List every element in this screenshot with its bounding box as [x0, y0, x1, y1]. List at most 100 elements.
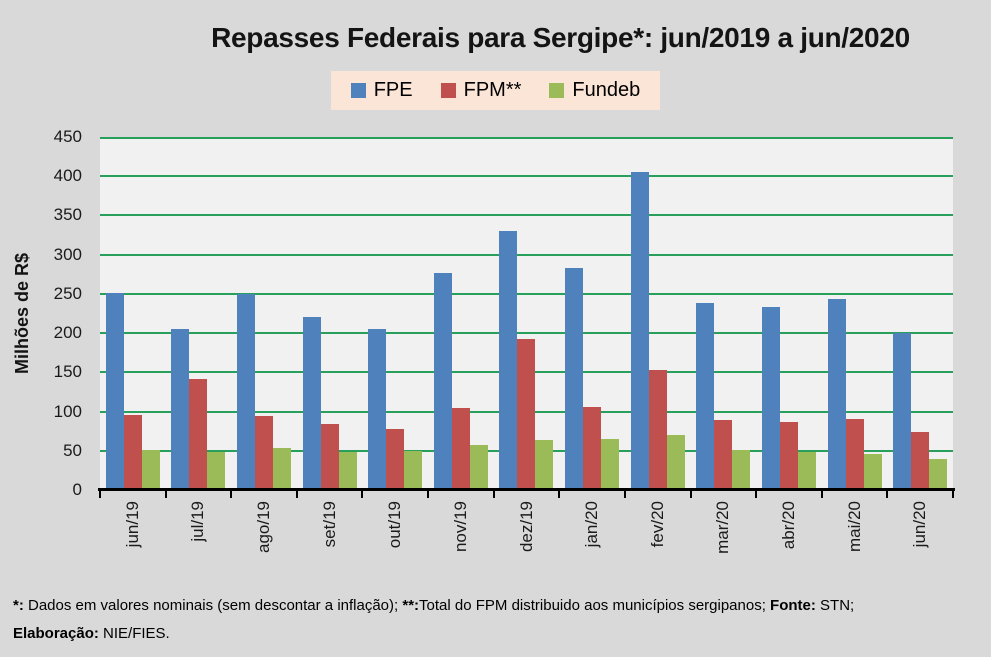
bar-group-set-19 [297, 137, 363, 490]
x-axis-label-text: set/19 [320, 501, 339, 548]
x-axis-label-text: ago/19 [254, 501, 273, 553]
y-tick-label-450: 450 [53, 127, 82, 146]
bar-group-jan-20 [559, 137, 625, 490]
footnote-segment: NIE/FIES. [98, 624, 170, 642]
bar-fpm-jan-20 [583, 407, 602, 490]
bar-fpm-nov-19 [451, 408, 470, 490]
bar-fundeb-mai-20 [863, 454, 882, 490]
gridline-250 [100, 293, 953, 295]
bar-fpe-set-19 [302, 317, 321, 490]
x-tick-mark [361, 488, 363, 498]
gridline-300 [100, 254, 953, 256]
bar-group-ago-19 [231, 137, 297, 490]
gridline-400 [100, 175, 953, 177]
x-axis-label-text: fev/20 [648, 501, 667, 548]
bar-fpe-dez-19 [499, 231, 518, 490]
x-axis-label-jun-20: jun/20 [880, 501, 960, 593]
bar-fpm-abr-20 [779, 422, 798, 490]
y-tick-label-250: 250 [53, 283, 82, 303]
y-tick-label-50: 50 [63, 440, 82, 460]
bar-group-jul-19 [166, 137, 232, 490]
legend-swatch-icon [350, 83, 366, 98]
x-axis-label-text: nov/19 [451, 501, 470, 553]
x-tick-mark [296, 488, 298, 498]
bar-fpm-mai-20 [845, 419, 864, 490]
x-axis-label-text: abr/20 [779, 501, 798, 550]
x-tick-mark [99, 488, 101, 498]
gridline-200 [100, 332, 953, 334]
bar-fundeb-out-19 [404, 451, 423, 490]
y-tick-label-150: 150 [53, 362, 82, 382]
legend-swatch-icon [549, 83, 565, 98]
bar-fpe-fev-20 [630, 172, 649, 490]
legend-item-fpe: FPE [350, 79, 413, 102]
bar-fundeb-fev-20 [666, 435, 685, 490]
bar-fpm-ago-19 [255, 416, 274, 490]
bar-group-fev-20 [625, 137, 691, 490]
plot-area [100, 137, 953, 490]
bar-fundeb-mar-20 [732, 450, 751, 490]
x-tick-mark [886, 488, 888, 498]
x-tick-mark [558, 488, 560, 498]
bar-fpe-mar-20 [696, 303, 715, 490]
legend-label: FPM** [463, 79, 522, 101]
x-tick-mark [755, 488, 757, 498]
legend-item-fundeb: Fundeb [549, 79, 640, 102]
bar-fundeb-abr-20 [797, 452, 816, 490]
bar-fpm-mar-20 [714, 420, 733, 490]
bar-fundeb-jul-19 [207, 452, 226, 490]
footnote-segment: STN; [815, 597, 855, 614]
y-tick-label-100: 100 [53, 401, 82, 421]
bar-group-jun-19 [100, 137, 166, 490]
bar-fpe-jun-20 [893, 333, 912, 490]
footnote-segment: Fonte: [770, 597, 816, 614]
bar-group-nov-19 [428, 137, 494, 490]
bar-fpm-fev-20 [648, 370, 667, 490]
x-axis-label-text: mai/20 [845, 501, 864, 553]
bar-fpm-set-19 [320, 424, 339, 490]
legend-box: FPE FPM** Fundeb [330, 71, 661, 110]
bar-group-out-19 [362, 137, 428, 490]
bar-fpe-abr-20 [761, 307, 780, 490]
x-axis-label-text: out/19 [385, 501, 404, 549]
x-axis-label-text: jun/20 [910, 501, 929, 548]
x-axis-label-text: jun/19 [123, 501, 142, 548]
y-axis-title: Milhões de R$ [4, 137, 42, 490]
bar-fundeb-jun-20 [929, 459, 948, 490]
y-tick-label-300: 300 [53, 244, 82, 264]
bar-fpm-dez-19 [517, 339, 536, 490]
gridline-350 [100, 214, 953, 216]
y-tick-label-200: 200 [53, 323, 82, 343]
bar-fpm-jul-19 [189, 379, 208, 490]
x-tick-mark [624, 488, 626, 498]
x-tick-mark [821, 488, 823, 498]
gridline-450 [100, 137, 953, 139]
legend-label: Fundeb [572, 79, 641, 101]
footnote-segment: *: [13, 597, 24, 614]
x-tick-mark [165, 488, 167, 498]
footnote-segment: **: [402, 597, 420, 614]
bar-fpe-jul-19 [171, 329, 190, 490]
x-tick-mark [493, 488, 495, 498]
legend-label: FPE [373, 79, 413, 101]
x-tick-mark [427, 488, 429, 498]
bar-fpe-mai-20 [827, 299, 846, 490]
bar-group-jun-20 [887, 137, 953, 490]
legend-swatch-icon [440, 83, 456, 98]
footnote-segment: Elaboração: [13, 624, 99, 642]
y-tick-label-400: 400 [53, 166, 82, 186]
bar-fundeb-jun-19 [141, 450, 160, 490]
bar-fpe-jan-20 [565, 268, 584, 490]
bar-fundeb-ago-19 [273, 448, 292, 490]
bar-fpm-out-19 [386, 429, 405, 490]
y-tick-label-350: 350 [53, 205, 82, 225]
x-tick-mark [952, 488, 954, 498]
footnote-segment: Dados em valores nominais (sem descontar… [23, 597, 403, 614]
bar-fundeb-jan-20 [601, 439, 620, 490]
bar-group-mai-20 [822, 137, 888, 490]
bar-fpm-jun-20 [911, 432, 930, 490]
bar-fundeb-set-19 [338, 452, 357, 490]
x-axis-label-text: jan/20 [582, 501, 601, 548]
bar-group-dez-19 [494, 137, 560, 490]
